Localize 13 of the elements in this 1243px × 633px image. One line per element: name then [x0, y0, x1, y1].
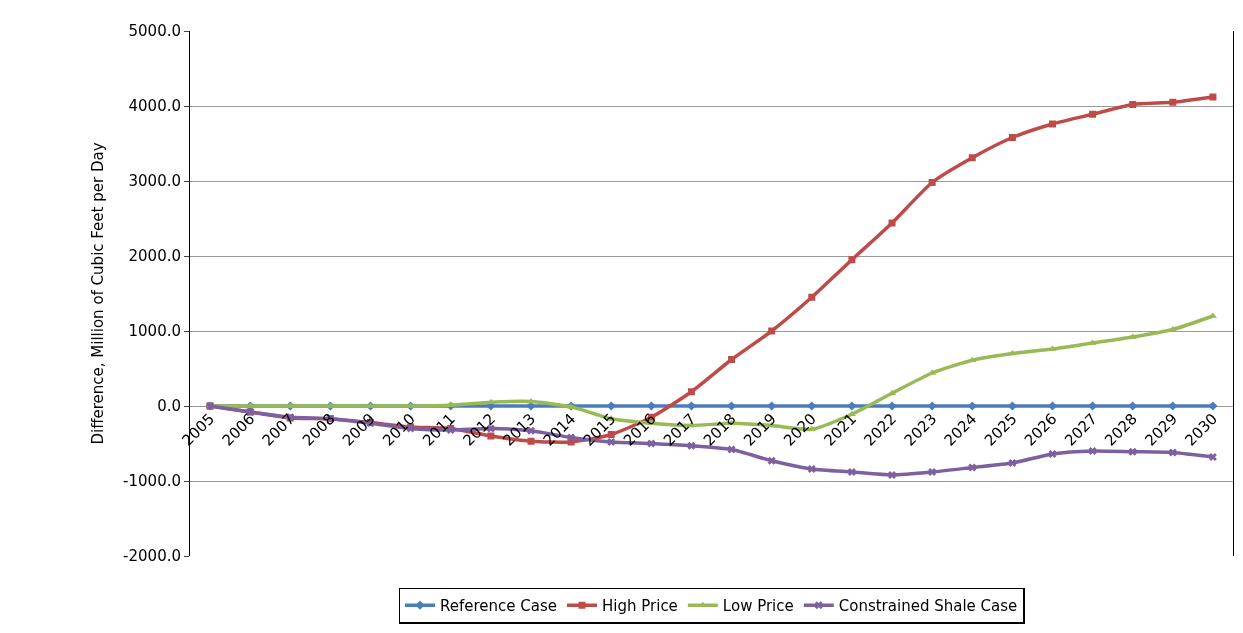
y-axis-title: Difference, Million of Cubic Feet per Day [89, 142, 108, 445]
y-tick-label: -2000.0 [123, 547, 181, 566]
y-tick-label: 5000.0 [128, 22, 181, 41]
legend-label: High Price [602, 597, 678, 616]
y-tick-label: 2000.0 [128, 247, 181, 266]
legend-label: Reference Case [440, 597, 558, 616]
y-tick-label: 1000.0 [128, 322, 181, 341]
y-tick-label: -1000.0 [123, 472, 181, 491]
legend-label: Low Price [722, 597, 794, 616]
legend-label: Constrained Shale Case [838, 597, 1018, 616]
y-tick-label: 0.0 [157, 397, 181, 416]
y-tick-label: 4000.0 [128, 97, 181, 116]
y-tick-label: 3000.0 [128, 172, 181, 191]
